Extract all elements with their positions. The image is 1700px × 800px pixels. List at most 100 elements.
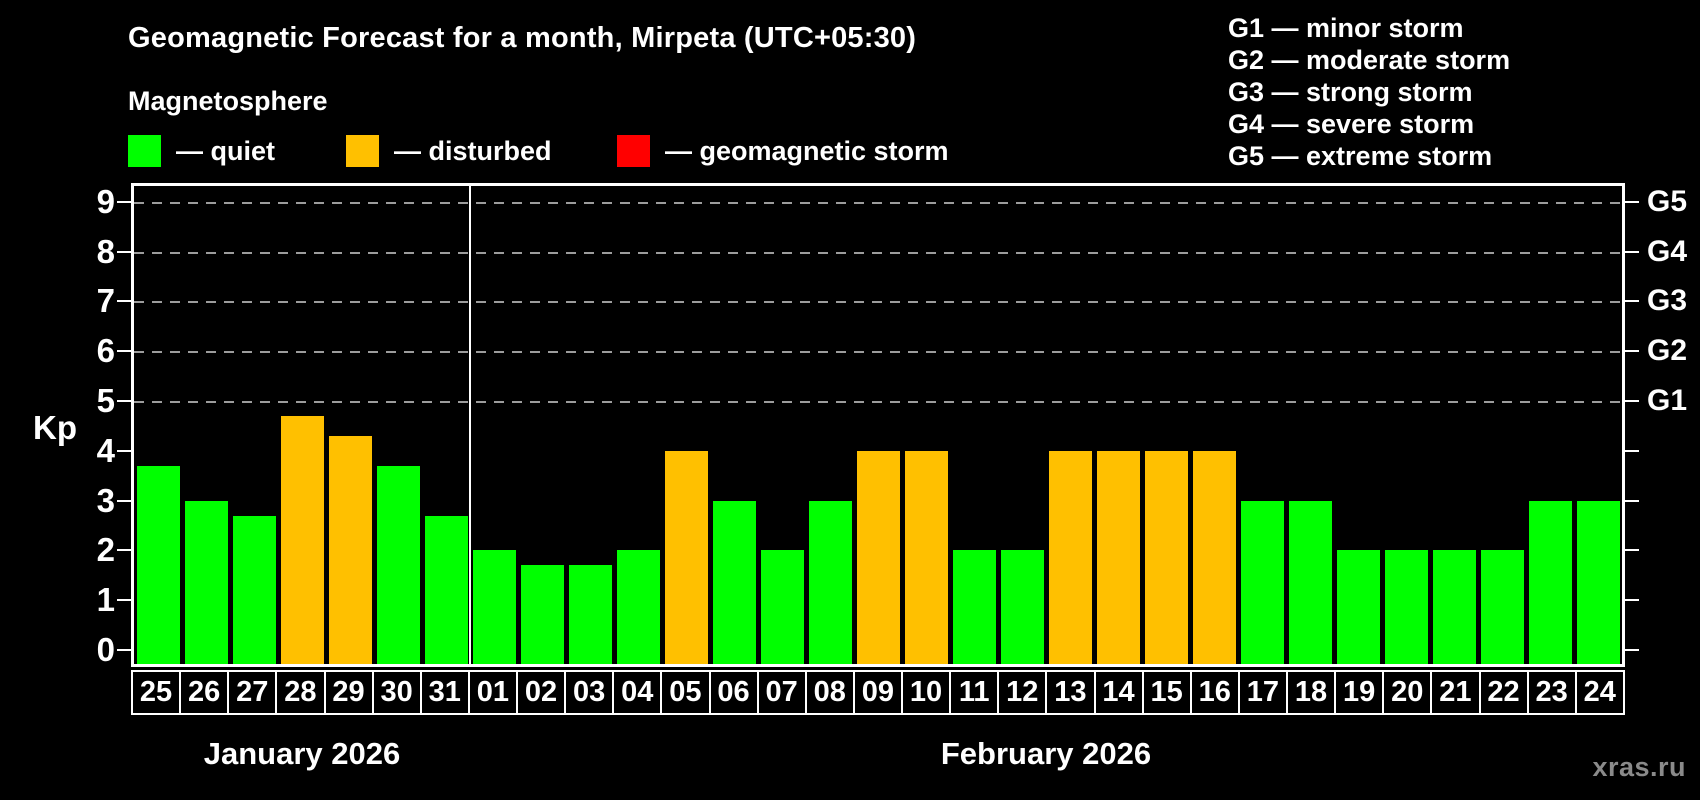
day-label-10: 10	[901, 670, 952, 715]
kp-bar-day-12	[1000, 550, 1044, 664]
y-axis-label-6: 6	[96, 332, 115, 370]
g-axis-label-g5: G5	[1647, 184, 1688, 218]
day-label-23: 23	[1526, 670, 1577, 715]
day-label-09: 09	[852, 670, 903, 715]
kp-bar-day-03	[568, 565, 612, 664]
gridline-kp6	[134, 351, 1622, 354]
month-label-february: February 2026	[940, 736, 1152, 771]
y-tick-left-6	[117, 350, 131, 353]
y-axis-label-7: 7	[96, 282, 115, 320]
y-tick-left-2	[117, 549, 131, 552]
y-tick-left-5	[117, 400, 131, 402]
g-axis-label-g2: G2	[1647, 334, 1688, 368]
day-label-25: 25	[131, 670, 182, 715]
y-axis-label-4: 4	[96, 431, 115, 469]
y-tick-right-9	[1625, 200, 1639, 203]
y-axis-label-8: 8	[96, 232, 115, 270]
page-title: Geomagnetic Forecast for a month, Mirpet…	[128, 22, 917, 54]
day-label-20: 20	[1382, 670, 1433, 715]
y-tick-left-3	[117, 499, 131, 502]
g-axis-label-g1: G1	[1647, 384, 1688, 417]
y-tick-right-1	[1625, 599, 1639, 602]
legend-label-storm: — geomagnetic storm	[665, 135, 949, 166]
y-tick-right-3	[1625, 499, 1639, 502]
legend-label-disturbed: — disturbed	[394, 135, 552, 166]
y-axis-label-1: 1	[96, 581, 115, 619]
kp-bar-day-21	[1432, 550, 1476, 664]
day-label-19: 19	[1334, 670, 1385, 715]
kp-bar-day-18	[1288, 500, 1332, 664]
y-tick-right-2	[1625, 549, 1639, 552]
kp-bar-day-30	[376, 465, 420, 664]
day-label-29: 29	[323, 670, 374, 715]
day-label-30: 30	[371, 670, 422, 715]
y-tick-right-4	[1625, 449, 1639, 452]
day-label-27: 27	[227, 670, 278, 715]
kp-bar-day-08	[808, 500, 852, 664]
storm-scale-item-g2: G2 — moderate storm	[1228, 45, 1511, 75]
kp-bar-day-28	[280, 415, 324, 664]
kp-bar-day-10	[904, 450, 948, 664]
legend-item-quiet: — quiet	[128, 135, 275, 167]
kp-bar-day-19	[1336, 550, 1380, 664]
chart-subtitle: Magnetosphere	[128, 86, 328, 116]
kp-bar-day-26	[184, 500, 228, 664]
kp-bar-day-06	[712, 500, 756, 664]
day-label-22: 22	[1478, 670, 1529, 715]
day-label-17: 17	[1237, 670, 1288, 715]
day-label-12: 12	[997, 670, 1048, 715]
legend-item-storm: — geomagnetic storm	[617, 135, 949, 167]
day-label-24: 24	[1574, 670, 1625, 715]
month-separator	[469, 186, 471, 664]
watermark-link[interactable]: xras.ru	[1592, 752, 1686, 782]
kp-bar-day-23	[1528, 500, 1572, 664]
kp-bar-day-16	[1192, 450, 1236, 664]
y-tick-left-9	[117, 200, 131, 203]
day-label-08: 08	[804, 670, 855, 715]
y-axis-label-0: 0	[96, 631, 115, 668]
day-label-02: 02	[516, 670, 567, 715]
day-label-01: 01	[467, 670, 518, 715]
y-tick-right-8	[1625, 250, 1639, 253]
day-label-04: 04	[612, 670, 663, 715]
kp-bar-day-24	[1576, 500, 1620, 664]
legend-item-disturbed: — disturbed	[346, 135, 552, 167]
y-tick-left-1	[117, 599, 131, 602]
y-axis-label-2: 2	[96, 531, 115, 569]
kp-bar-day-15	[1144, 450, 1188, 664]
day-axis-row: 25 26 27 28 29 30 31 01 02 03 04 05 06 07 08 09 10 11 12 13…	[131, 670, 1625, 715]
gridline-kp5	[134, 401, 1622, 403]
y-tick-right-5	[1625, 400, 1639, 402]
quiet-swatch-icon	[128, 135, 161, 167]
kp-bar-day-27	[232, 515, 276, 664]
day-label-21: 21	[1430, 670, 1481, 715]
day-label-28: 28	[275, 670, 326, 715]
kp-bar-day-31	[424, 515, 468, 664]
y-tick-right-7	[1625, 300, 1639, 303]
day-label-11: 11	[949, 670, 1000, 715]
legend-label-quiet: — quiet	[176, 135, 275, 166]
chart-plot-area	[131, 183, 1625, 667]
y-tick-left-4	[117, 449, 131, 452]
y-tick-right-0	[1625, 649, 1639, 651]
kp-bar-day-14	[1096, 450, 1140, 664]
kp-bar-day-11	[952, 550, 996, 664]
kp-bar-day-13	[1048, 450, 1092, 664]
day-label-03: 03	[564, 670, 615, 715]
kp-bar-day-29	[328, 435, 372, 664]
g-axis-label-g3: G3	[1647, 284, 1688, 318]
day-label-13: 13	[1045, 670, 1096, 715]
day-label-05: 05	[660, 670, 711, 715]
y-axis-label-5: 5	[96, 382, 115, 419]
day-label-26: 26	[179, 670, 230, 715]
kp-bar-day-02	[520, 565, 564, 664]
month-label-january: January 2026	[203, 736, 401, 771]
kp-bar-day-01	[472, 550, 516, 664]
kp-bar-day-20	[1384, 550, 1428, 664]
day-label-18: 18	[1286, 670, 1337, 715]
y-tick-left-8	[117, 250, 131, 253]
y-axis-title: Kp	[33, 409, 77, 446]
day-label-16: 16	[1189, 670, 1240, 715]
day-label-14: 14	[1093, 670, 1144, 715]
kp-bar-day-05	[664, 450, 708, 664]
